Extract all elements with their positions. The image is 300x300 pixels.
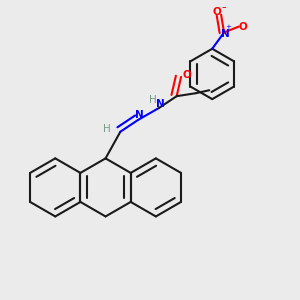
Text: N: N <box>221 29 230 39</box>
Text: O: O <box>212 7 221 17</box>
Text: O: O <box>183 70 191 80</box>
Text: +: + <box>226 23 231 29</box>
Text: O: O <box>239 22 248 32</box>
Text: -: - <box>222 1 226 14</box>
Text: N: N <box>156 99 165 109</box>
Text: N: N <box>135 110 144 120</box>
Text: H: H <box>103 124 111 134</box>
Text: H: H <box>149 95 157 105</box>
